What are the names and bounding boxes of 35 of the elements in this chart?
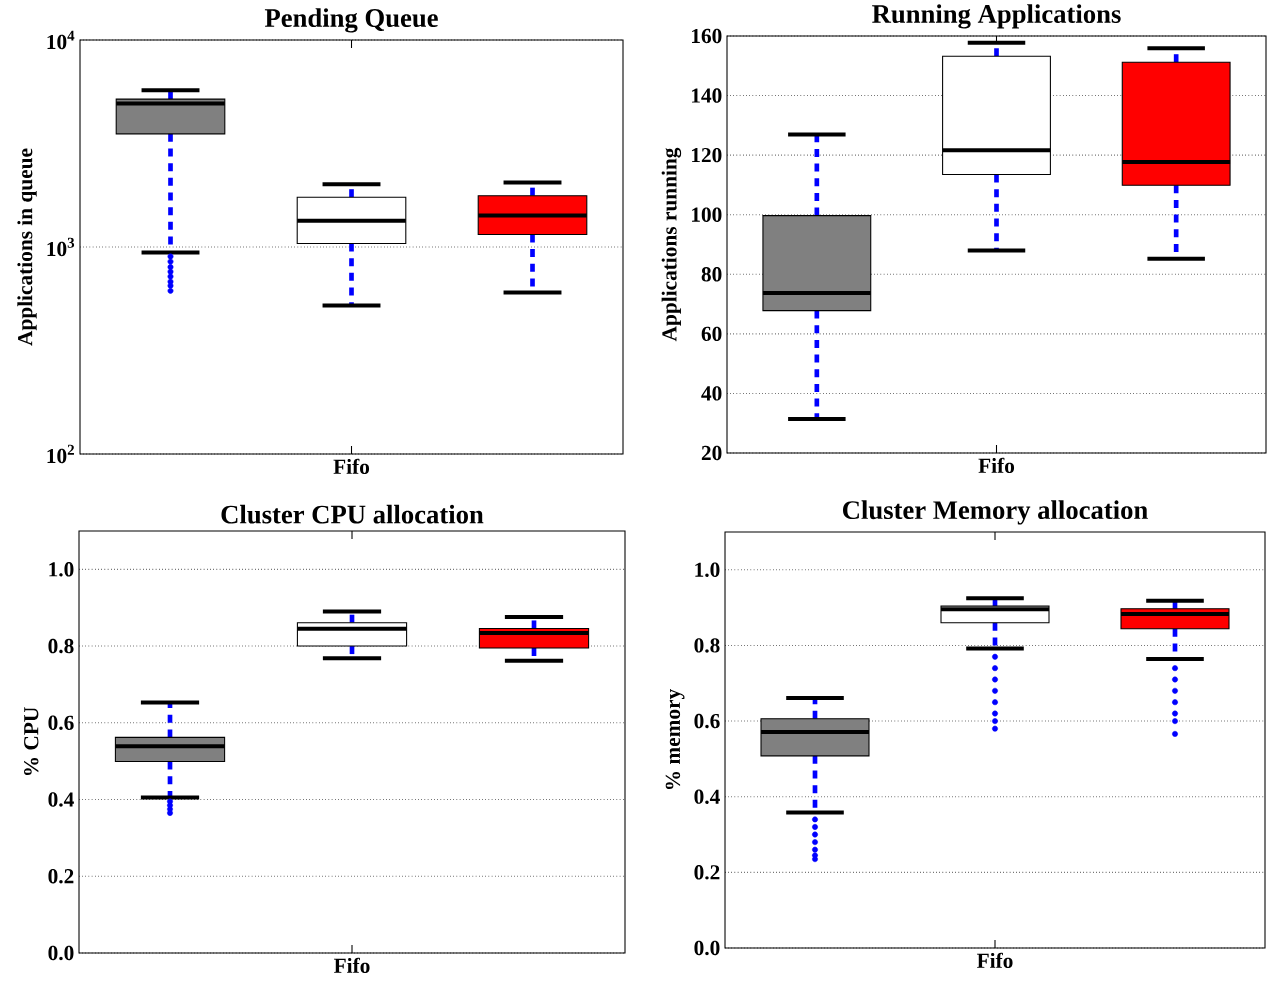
x-tick-label: Fifo [976, 952, 1013, 968]
y-tick-label: 0.6 [48, 715, 74, 731]
y-tick-label: 1.0 [49, 562, 74, 577]
y-axis-title: % CPU [24, 707, 39, 776]
x-tick-label: Fifo [978, 457, 1015, 473]
y-tick-label: 0.6 [694, 713, 720, 729]
y-tick-label: 140 [692, 88, 722, 103]
y-tick-label: 60 [701, 326, 722, 342]
y-tick-label: 0.0 [48, 945, 74, 961]
y-tick-label: 0.2 [694, 865, 720, 880]
y-tick-label: 0.2 [48, 869, 74, 884]
y-tick-label: 10$^{3}$ [47, 237, 75, 257]
y-tick-label: 0.4 [694, 789, 720, 804]
y-axis-title: Applications in queue [17, 148, 37, 346]
chart-title: Cluster CPU allocation [221, 504, 484, 524]
y-tick-label: 100 [692, 207, 722, 222]
y-tick-label: 80 [701, 267, 722, 282]
chart-title: Running Applications [872, 4, 1121, 29]
y-tick-label: 0.4 [48, 792, 74, 807]
y-tick-label: 120 [692, 147, 722, 163]
y-tick-label: 10$^{2}$ [47, 444, 74, 464]
y-tick-label: 160 [692, 28, 722, 44]
x-tick-label: Fifo [333, 458, 370, 474]
x-tick-label: Fifo [334, 957, 370, 973]
y-axis-title: Applications running [661, 147, 682, 342]
y-tick-label: 40 [701, 386, 722, 401]
chart-title: Pending Queue [264, 8, 438, 33]
y-axis-title: % memory [665, 688, 685, 790]
y-tick-label: 0.8 [694, 638, 720, 653]
chart-title: Cluster Memory allocation [843, 500, 1148, 525]
y-tick-label: 20 [701, 445, 722, 461]
y-tick-label: 10$^{4}$ [47, 30, 75, 50]
y-tick-label: 0.0 [694, 940, 720, 956]
y-tick-label: 0.8 [48, 638, 74, 654]
y-tick-label: 1.0 [695, 562, 720, 578]
